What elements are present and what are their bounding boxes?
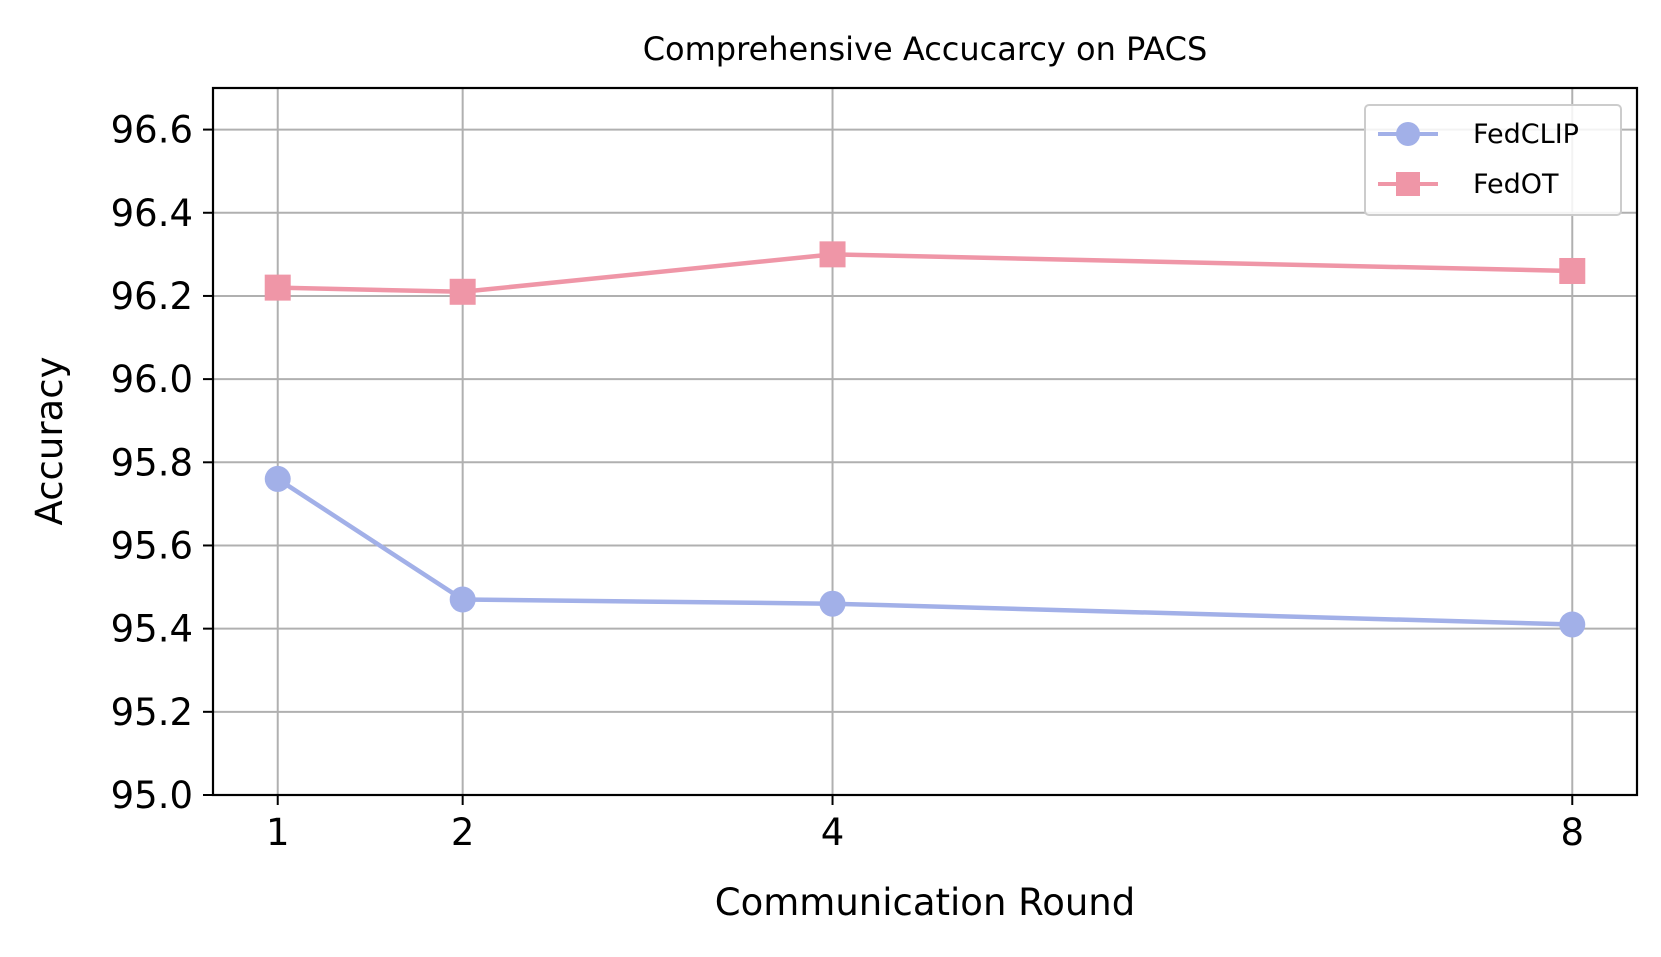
y-tick-label: 96.4: [111, 192, 193, 235]
plot-area-frame: [211, 86, 1639, 797]
x-axis-label: Communication Round: [715, 881, 1135, 924]
y-tick-label: 95.6: [111, 524, 193, 567]
y-axis-label: Accuracy: [28, 357, 71, 526]
legend-fedot-marker: [1396, 172, 1420, 196]
series-layer: [264, 241, 1586, 638]
x-tick-label: 4: [821, 811, 845, 854]
series-line-fedclip: [275, 476, 1575, 627]
y-tick-label: 95.0: [111, 774, 193, 817]
data-point-fedot: [819, 241, 846, 268]
y-tick-label: 95.4: [111, 608, 193, 651]
y-tick-label: 96.0: [111, 358, 193, 401]
y-tick-label: 96.6: [111, 109, 193, 152]
data-point-fedot: [1559, 257, 1586, 284]
y-tick-label: 96.2: [111, 275, 193, 318]
data-point-fedclip: [264, 465, 291, 492]
legend-fedclip-label: FedCLIP: [1473, 119, 1579, 150]
chart-title: Comprehensive Accucarcy on PACS: [643, 30, 1208, 68]
series-line-fedot: [275, 252, 1575, 295]
legend-fedot-label: FedOT: [1473, 169, 1559, 200]
y-tick-label: 95.8: [111, 441, 193, 484]
data-point-fedot: [264, 274, 291, 301]
data-point-fedot: [449, 278, 476, 305]
x-tick-label: 1: [266, 811, 290, 854]
data-point-fedclip: [819, 590, 846, 617]
axis-ticks: 1 2 4 8 95.0 95.2 95.4 95.6 95.8 96.0 96.2 96.4 96.6: [111, 109, 1584, 854]
data-point-fedclip: [1559, 611, 1586, 638]
y-tick-label: 95.2: [111, 691, 193, 734]
x-tick-label: 2: [451, 811, 475, 854]
x-tick-label: 8: [1560, 811, 1584, 854]
legend-fedclip-marker: [1396, 122, 1420, 146]
legend: FedCLIP FedOT: [1364, 104, 1622, 216]
data-point-fedclip: [449, 586, 476, 613]
